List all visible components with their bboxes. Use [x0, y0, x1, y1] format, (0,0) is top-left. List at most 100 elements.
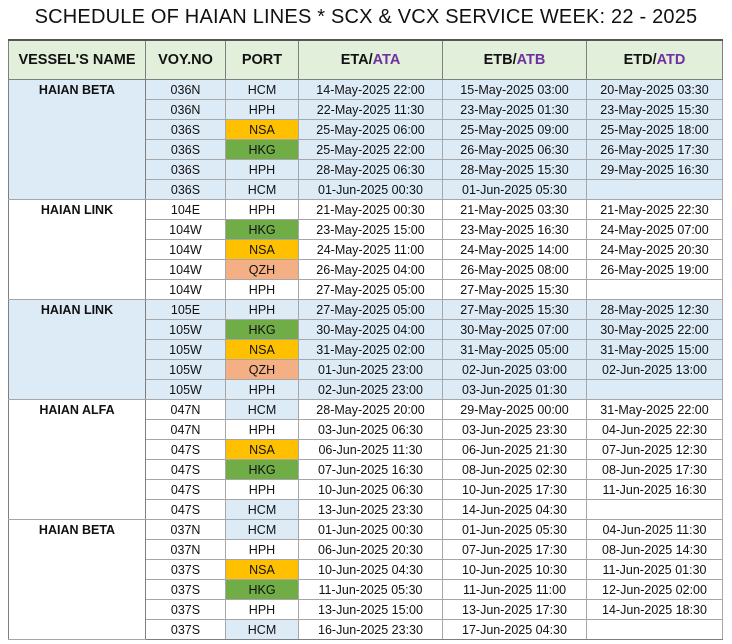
- etd-cell: 12-Jun-2025 02:00: [586, 579, 723, 600]
- eta-cell: 10-Jun-2025 06:30: [298, 479, 443, 500]
- header-vessel: VESSEL'S NAME: [8, 39, 146, 80]
- etd-cell: 26-May-2025 17:30: [586, 139, 723, 160]
- etd-cell: 30-May-2025 22:00: [586, 319, 723, 340]
- etb-cell: 13-Jun-2025 17:30: [442, 599, 587, 620]
- voy-cell: 037N: [145, 519, 226, 540]
- voy-cell: 105E: [145, 299, 226, 320]
- port-cell: HCM: [225, 619, 299, 640]
- voy-cell: 037S: [145, 619, 226, 640]
- port-cell: HKG: [225, 319, 299, 340]
- voy-cell: 047S: [145, 459, 226, 480]
- port-cell: HPH: [225, 299, 299, 320]
- etd-cell: 08-Jun-2025 14:30: [586, 539, 723, 560]
- etd-cell: 11-Jun-2025 01:30: [586, 559, 723, 580]
- vessel-name-cell: HAIAN BETA: [8, 79, 146, 200]
- header-voy: VOY.NO: [145, 39, 226, 80]
- etb-cell: 10-Jun-2025 17:30: [442, 479, 587, 500]
- port-cell: NSA: [225, 559, 299, 580]
- voy-cell: 036S: [145, 179, 226, 200]
- eta-cell: 02-Jun-2025 23:00: [298, 379, 443, 400]
- table-row: 105W HKG 30-May-2025 04:00 30-May-2025 07:0…: [9, 319, 723, 340]
- etd-cell: 07-Jun-2025 12:30: [586, 439, 723, 460]
- voy-cell: 047S: [145, 499, 226, 520]
- etd-cell: 24-May-2025 20:30: [586, 239, 723, 260]
- eta-cell: 26-May-2025 04:00: [298, 259, 443, 280]
- table-row: 047S HPH 10-Jun-2025 06:30 10-Jun-2025 17:3…: [9, 479, 723, 500]
- voy-cell: 104W: [145, 219, 226, 240]
- table-row: 047S NSA 06-Jun-2025 11:30 06-Jun-2025 21:3…: [9, 439, 723, 460]
- eta-cell: 30-May-2025 04:00: [298, 319, 443, 340]
- etd-cell: 20-May-2025 03:30: [586, 79, 723, 100]
- table-row: 037N HPH 06-Jun-2025 20:30 07-Jun-2025 17:3…: [9, 539, 723, 560]
- schedule-body: HAIAN BETA 036N HCM 14-May-2025 22:00 15-May…: [8, 79, 723, 640]
- eta-cell: 03-Jun-2025 06:30: [298, 419, 443, 440]
- schedule-table: VESSEL'S NAME VOY.NO PORT ETA/ATA ETB/AT…: [8, 39, 723, 640]
- etd-cell: 14-Jun-2025 18:30: [586, 599, 723, 620]
- etb-cell: 31-May-2025 05:00: [442, 339, 587, 360]
- eta-cell: 01-Jun-2025 23:00: [298, 359, 443, 380]
- port-cell: NSA: [225, 239, 299, 260]
- eta-cell: 06-Jun-2025 11:30: [298, 439, 443, 460]
- table-row: 037S HPH 13-Jun-2025 15:00 13-Jun-2025 17:3…: [9, 599, 723, 620]
- voy-cell: 105W: [145, 379, 226, 400]
- etb-cell: 24-May-2025 14:00: [442, 239, 587, 260]
- table-row: 036N HPH 22-May-2025 11:30 23-May-2025 01:3…: [9, 99, 723, 120]
- voy-cell: 036S: [145, 139, 226, 160]
- eta-cell: 01-Jun-2025 00:30: [298, 179, 443, 200]
- eta-cell: 13-Jun-2025 15:00: [298, 599, 443, 620]
- etb-cell: 07-Jun-2025 17:30: [442, 539, 587, 560]
- etb-cell: 29-May-2025 00:00: [442, 399, 587, 420]
- etb-cell: 03-Jun-2025 23:30: [442, 419, 587, 440]
- etb-cell: 02-Jun-2025 03:00: [442, 359, 587, 380]
- eta-cell: 24-May-2025 11:00: [298, 239, 443, 260]
- etd-cell: 04-Jun-2025 11:30: [586, 519, 723, 540]
- table-row: 037S NSA 10-Jun-2025 04:30 10-Jun-2025 10:3…: [9, 559, 723, 580]
- table-row: 036S HCM 01-Jun-2025 00:30 01-Jun-2025 05:3…: [9, 179, 723, 200]
- etb-cell: 15-May-2025 03:00: [442, 79, 587, 100]
- table-row: 104W HKG 23-May-2025 15:00 23-May-2025 16:3…: [9, 219, 723, 240]
- etd-cell: 26-May-2025 19:00: [586, 259, 723, 280]
- eta-cell: 28-May-2025 06:30: [298, 159, 443, 180]
- voy-cell: 036N: [145, 99, 226, 120]
- eta-cell: 22-May-2025 11:30: [298, 99, 443, 120]
- port-cell: HKG: [225, 459, 299, 480]
- etd-cell: 31-May-2025 15:00: [586, 339, 723, 360]
- etb-cell: 23-May-2025 16:30: [442, 219, 587, 240]
- table-row: 037S HKG 11-Jun-2025 05:30 11-Jun-2025 11:0…: [9, 579, 723, 600]
- eta-cell: 28-May-2025 20:00: [298, 399, 443, 420]
- port-cell: HCM: [225, 499, 299, 520]
- eta-cell: 27-May-2025 05:00: [298, 279, 443, 300]
- etd-cell: 08-Jun-2025 17:30: [586, 459, 723, 480]
- etd-cell: [586, 279, 723, 300]
- port-cell: HPH: [225, 379, 299, 400]
- etb-cell: 10-Jun-2025 10:30: [442, 559, 587, 580]
- header-port: PORT: [225, 39, 299, 80]
- table-row: 104W NSA 24-May-2025 11:00 24-May-2025 14:0…: [9, 239, 723, 260]
- etd-cell: [586, 379, 723, 400]
- etd-cell: 29-May-2025 16:30: [586, 159, 723, 180]
- voy-cell: 036N: [145, 79, 226, 100]
- table-row: 104W HPH 27-May-2025 05:00 27-May-2025 15:3…: [9, 279, 723, 300]
- port-cell: HPH: [225, 479, 299, 500]
- etd-cell: 25-May-2025 18:00: [586, 119, 723, 140]
- etb-cell: 17-Jun-2025 04:30: [442, 619, 587, 640]
- etb-cell: 06-Jun-2025 21:30: [442, 439, 587, 460]
- etd-cell: 02-Jun-2025 13:00: [586, 359, 723, 380]
- etb-cell: 21-May-2025 03:30: [442, 199, 587, 220]
- header-etd: ETD/ATD: [586, 39, 723, 80]
- header-atb-label: ATB: [516, 52, 546, 68]
- etb-cell: 26-May-2025 08:00: [442, 259, 587, 280]
- eta-cell: 21-May-2025 00:30: [298, 199, 443, 220]
- etb-cell: 26-May-2025 06:30: [442, 139, 587, 160]
- voy-cell: 036S: [145, 119, 226, 140]
- header-etb-label: ETB/: [483, 52, 517, 68]
- eta-cell: 11-Jun-2025 05:30: [298, 579, 443, 600]
- etb-cell: 25-May-2025 09:00: [442, 119, 587, 140]
- voy-cell: 037N: [145, 539, 226, 560]
- table-row: 037S HCM 16-Jun-2025 23:30 17-Jun-2025 04:3…: [9, 619, 723, 640]
- etb-cell: 01-Jun-2025 05:30: [442, 179, 587, 200]
- table-row: 036S HKG 25-May-2025 22:00 26-May-2025 06:3…: [9, 139, 723, 160]
- eta-cell: 31-May-2025 02:00: [298, 339, 443, 360]
- eta-cell: 16-Jun-2025 23:30: [298, 619, 443, 640]
- table-row: HAIAN ALFA 047N HCM 28-May-2025 20:00 29-May…: [8, 399, 723, 520]
